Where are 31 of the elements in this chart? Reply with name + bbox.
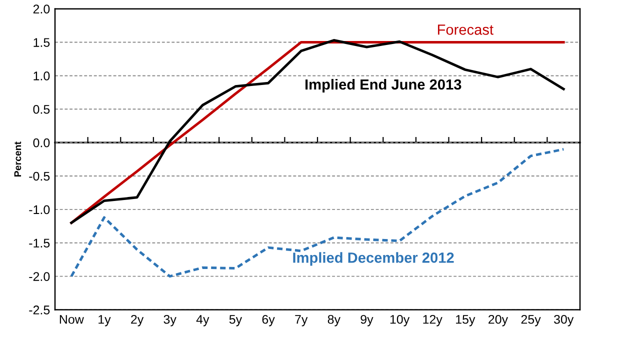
x-tick-label: 20y [488, 314, 508, 326]
x-tick-label: 2y [131, 314, 144, 326]
x-tick-label: 1y [98, 315, 111, 326]
x-tick-label: 6y [262, 314, 275, 326]
y-axis-title: Percent [14, 142, 22, 176]
series-label: Implied December 2012 [293, 252, 454, 266]
x-tick-label: Now [60, 315, 84, 324]
y-tick-label: 0.0 [33, 138, 50, 148]
x-tick-label: 5y [229, 315, 242, 326]
x-tick-label: 10y [390, 314, 410, 326]
x-tick-label: 30y [554, 314, 574, 326]
x-tick-label: 15y [456, 315, 476, 326]
x-tick-label: 9y [360, 314, 374, 326]
y-tick-label: 1.0 [34, 72, 50, 80]
y-tick-label: 0.5 [33, 104, 50, 114]
x-tick-label: 7y [295, 315, 308, 326]
x-tick-label: 25y [521, 314, 541, 326]
line-series [70, 148, 565, 278]
y-tick-label: -2.0 [29, 272, 50, 281]
x-tick-label: 3y [164, 314, 176, 326]
y-tick-label: -2.5 [29, 306, 50, 314]
series-label: Forecast [438, 24, 494, 35]
x-tick-label: 8y [328, 314, 340, 326]
y-tick-label: 2.0 [33, 4, 50, 14]
x-tick-label: 4y [196, 315, 210, 326]
y-tick-label: 1.5 [34, 38, 50, 47]
x-tick-label: 12y [423, 314, 442, 326]
y-tick-label: -1.0 [29, 205, 50, 214]
y-tick-label: -0.5 [29, 172, 50, 181]
y-tick-label: -1.5 [29, 238, 50, 248]
series-label: Implied End June 2013 [305, 78, 462, 93]
